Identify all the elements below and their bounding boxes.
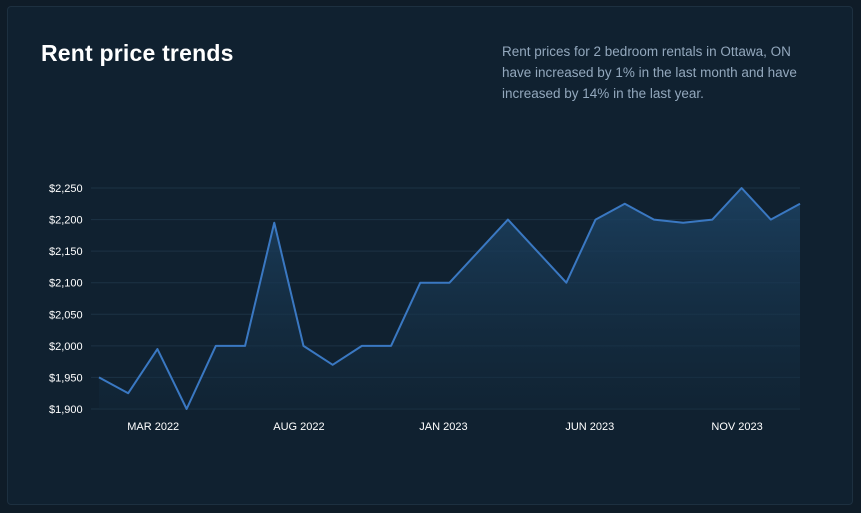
y-tick-label: $2,250 [49, 183, 83, 195]
y-tick-label: $2,150 [49, 246, 83, 258]
chart-description: Rent prices for 2 bedroom rentals in Ott… [502, 44, 797, 101]
x-tick-label: NOV 2023 [711, 421, 762, 433]
x-tick-label: JUN 2023 [565, 421, 614, 433]
y-tick-label: $2,100 [49, 278, 83, 290]
area-fill [99, 188, 800, 409]
chart-title: Rent price trends [41, 40, 234, 66]
y-tick-label: $2,200 [49, 215, 83, 227]
y-tick-label: $1,900 [49, 404, 83, 416]
x-tick-label: AUG 2022 [273, 421, 324, 433]
series-line [98, 187, 801, 410]
x-tick-label: JAN 2023 [419, 421, 467, 433]
y-tick-label: $2,050 [49, 309, 83, 321]
y-tick-label: $2,000 [49, 341, 83, 353]
y-tick-label: $1,950 [49, 372, 83, 384]
x-tick-label: MAR 2022 [127, 421, 179, 433]
